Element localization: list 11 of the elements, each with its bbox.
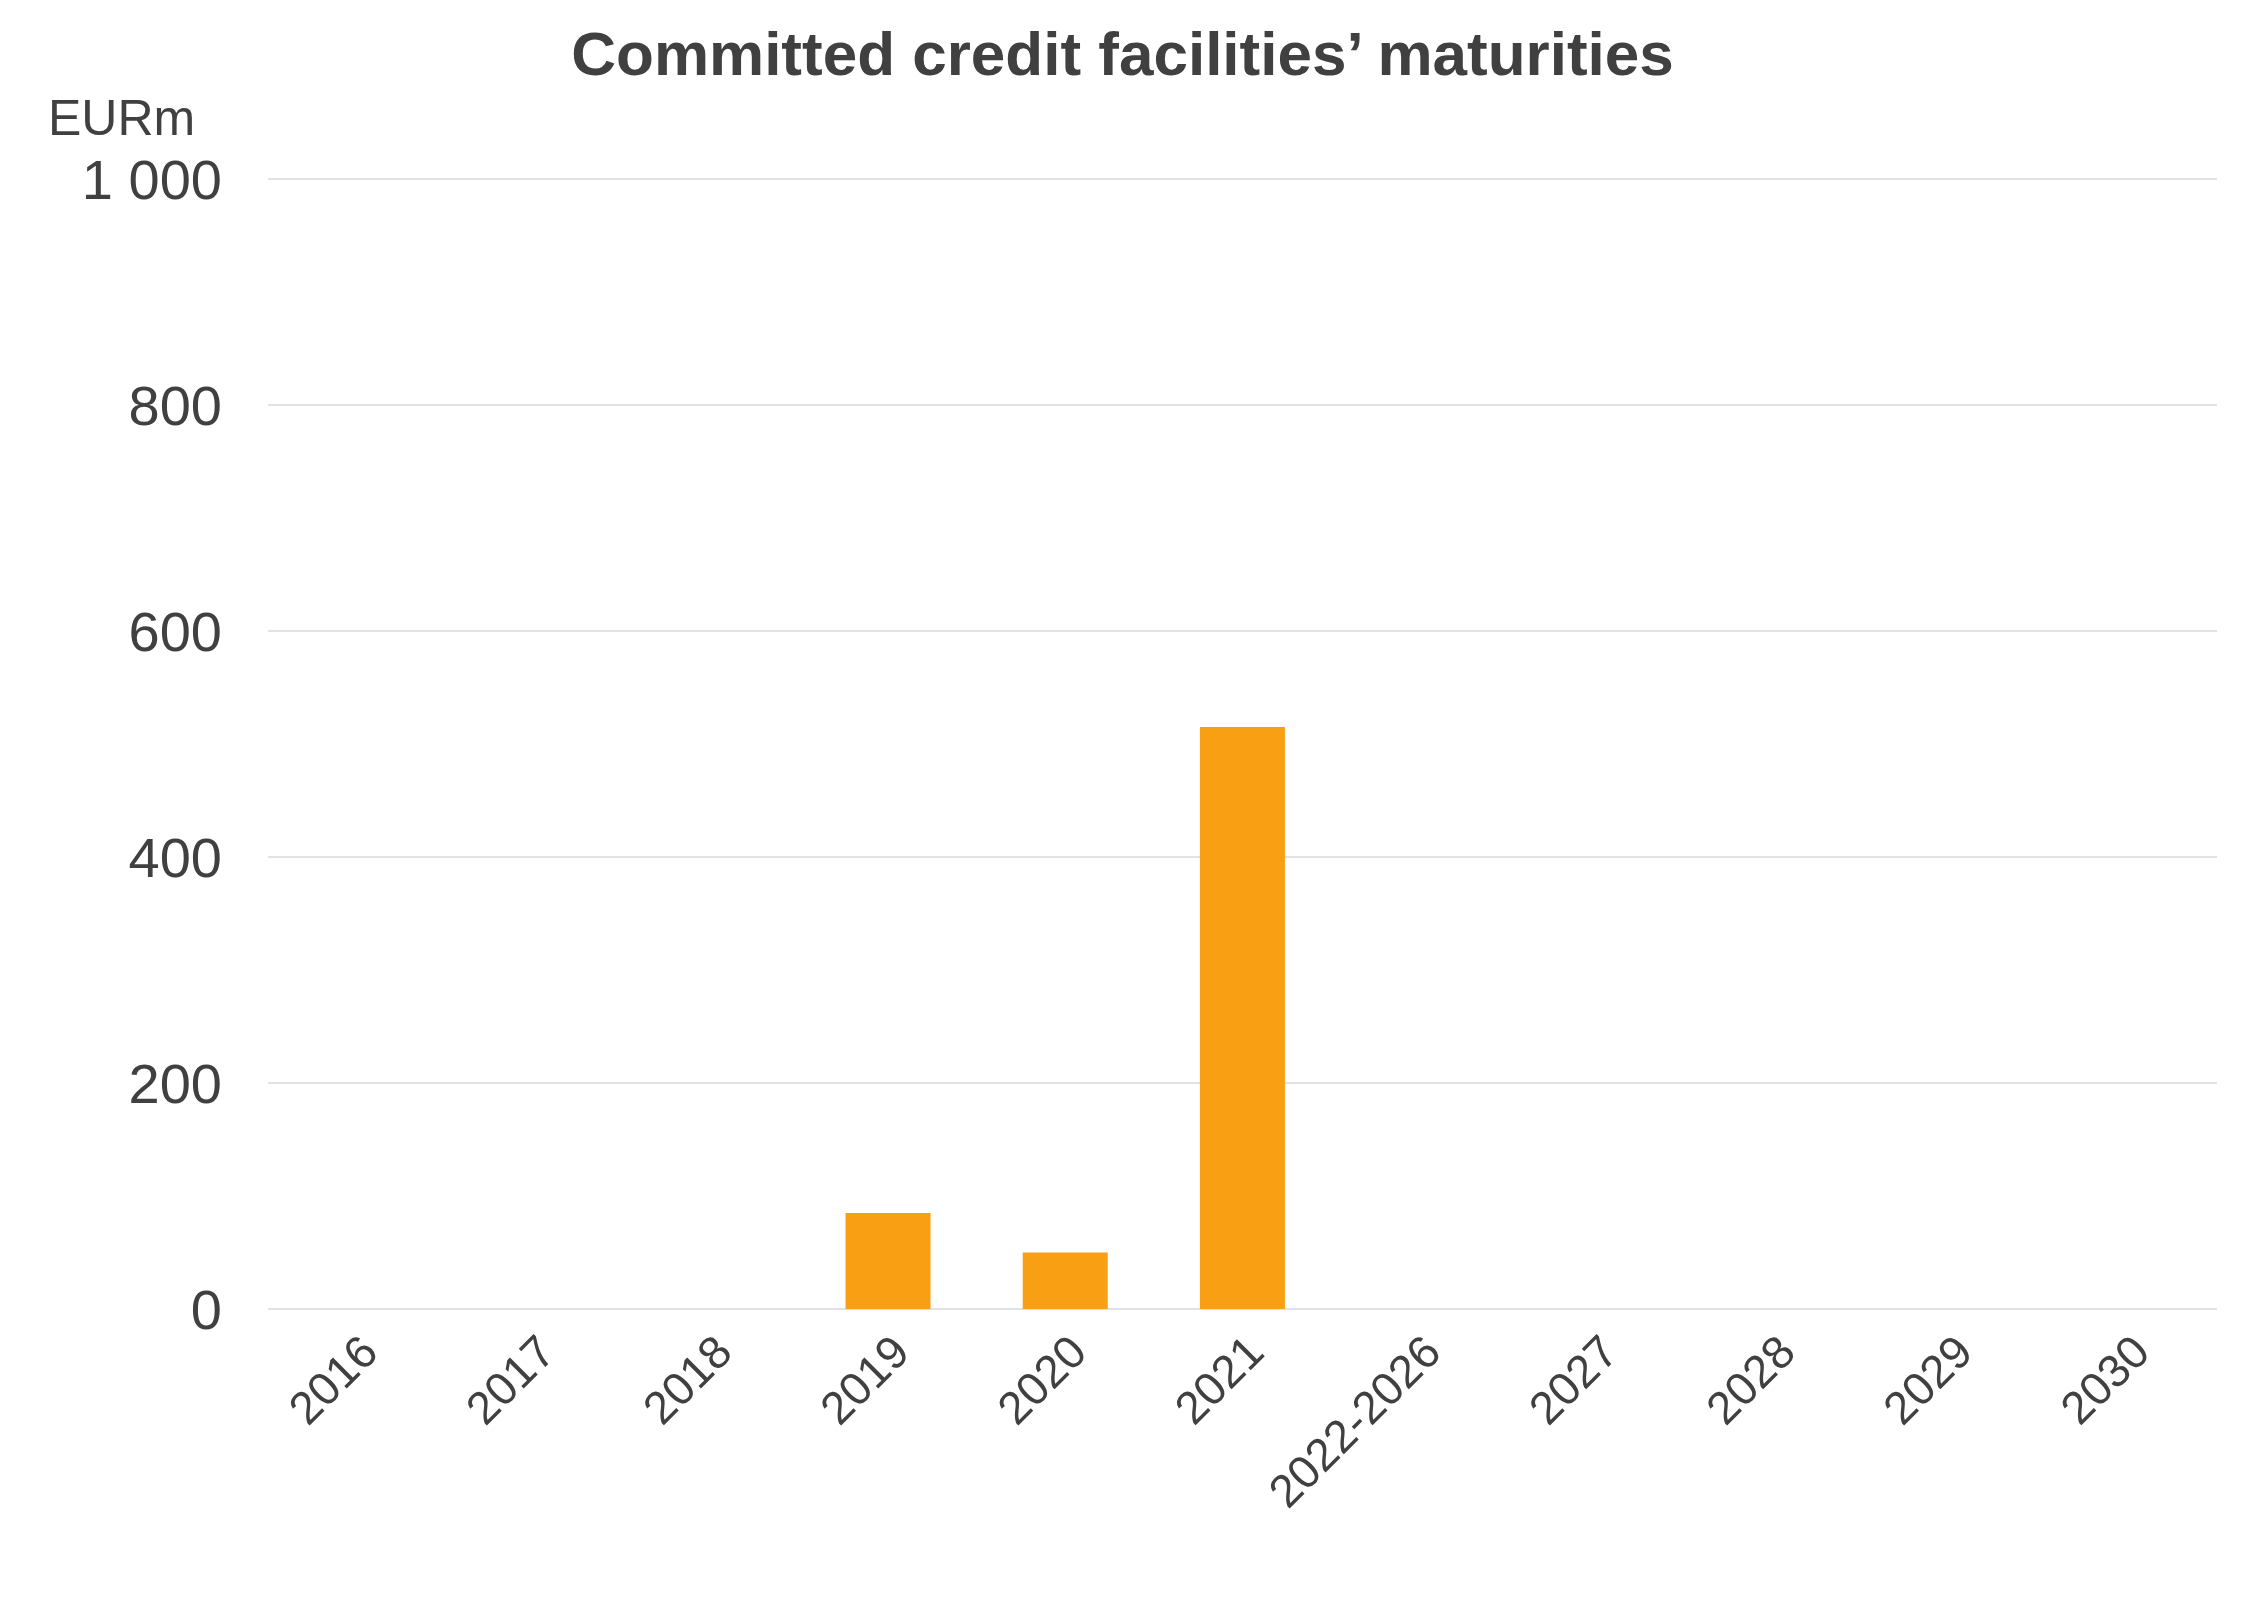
bar: [1022, 1252, 1108, 1309]
y-tick-label: 200: [128, 1051, 222, 1115]
y-tick-label: 400: [128, 825, 222, 889]
bar: [845, 1212, 931, 1309]
y-tick-label: 0: [190, 1277, 222, 1341]
y-tick-label: 600: [128, 599, 222, 663]
bar: [1199, 727, 1285, 1309]
y-tick-label: 1 000: [81, 147, 222, 211]
y-axis-title: EURm: [48, 89, 196, 147]
chart-title: Committed credit facilities’ maturities: [570, 18, 1675, 89]
y-tick-label: 800: [128, 373, 222, 437]
